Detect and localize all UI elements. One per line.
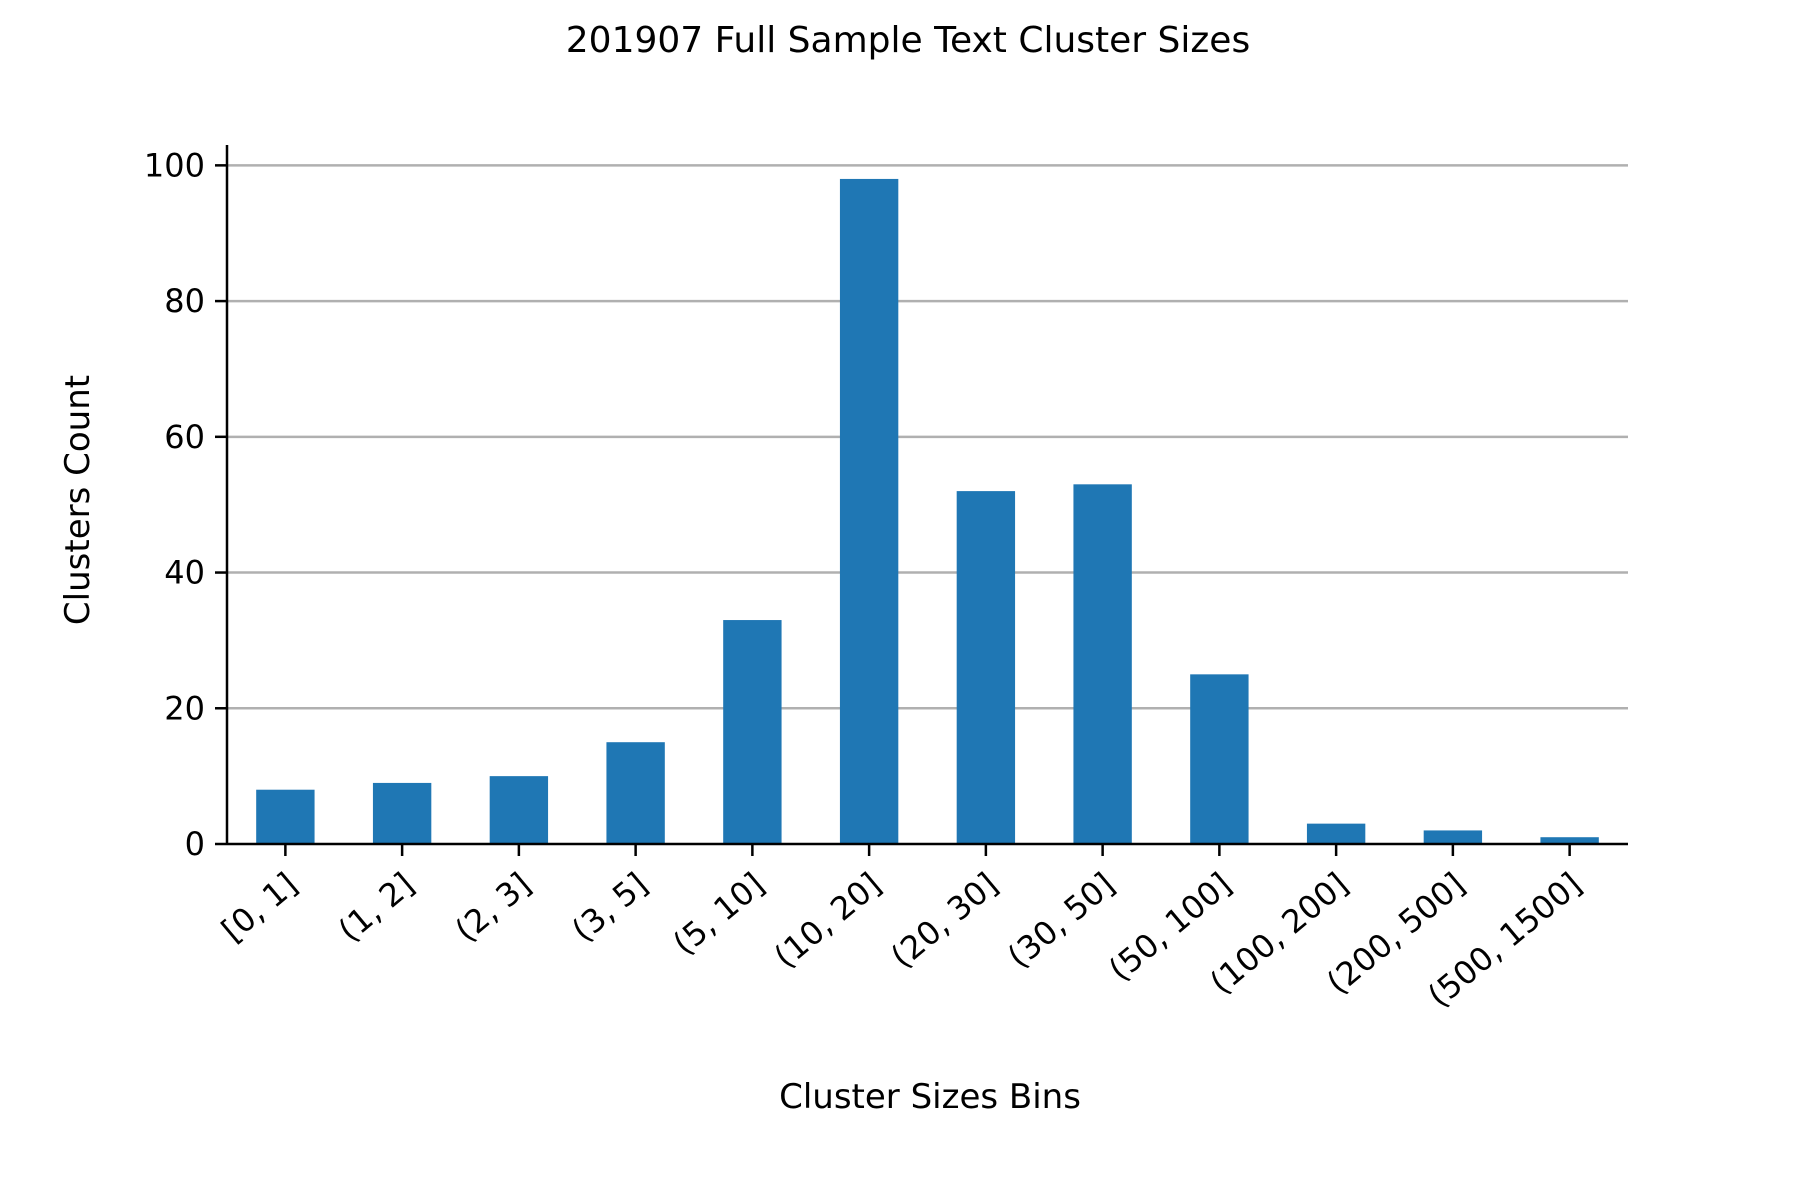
x-tick-label: (20, 30] [883,865,1005,976]
y-tick-label: 40 [164,554,205,592]
bar [489,776,549,844]
bar [723,620,782,844]
y-tick-labels: 0 20 40 60 80 100 [144,146,205,863]
x-tick-label: (2, 3] [448,865,538,949]
bar [256,789,315,844]
x-tick-labels: [0, 1] (1, 2] (2, 3] (3, 5] (5, 10](10, 20](… [214,865,1589,1015]
chart-title: 201907 Full Sample Text Cluster Sizes [566,20,1250,61]
y-axis-title: Clusters Count [58,375,98,625]
bar [1423,830,1483,844]
bar [372,782,432,844]
y-tick-label: 60 [164,418,205,456]
bar [606,742,665,844]
bar [839,178,899,845]
bar [956,491,1016,844]
bar [1306,823,1366,844]
y-tick-label: 20 [164,689,205,727]
x-tick-label: (10, 20] [767,865,889,976]
y-tick-label: 100 [144,146,205,184]
bars [256,178,1599,845]
x-tick-label: (5, 10] [666,865,772,962]
axes [215,145,1628,856]
x-tick-label: (3, 5] [564,865,654,949]
x-tick-label: (1, 2] [331,865,421,949]
bar [1073,484,1132,844]
y-tick-label: 80 [164,282,205,320]
y-tick-label: 0 [185,825,205,863]
bar [1540,837,1599,844]
x-axis-title: Cluster Sizes Bins [779,1077,1081,1117]
gridlines [227,164,1628,710]
bar [1190,674,1249,844]
x-tick-label: [0, 1] [214,865,304,949]
